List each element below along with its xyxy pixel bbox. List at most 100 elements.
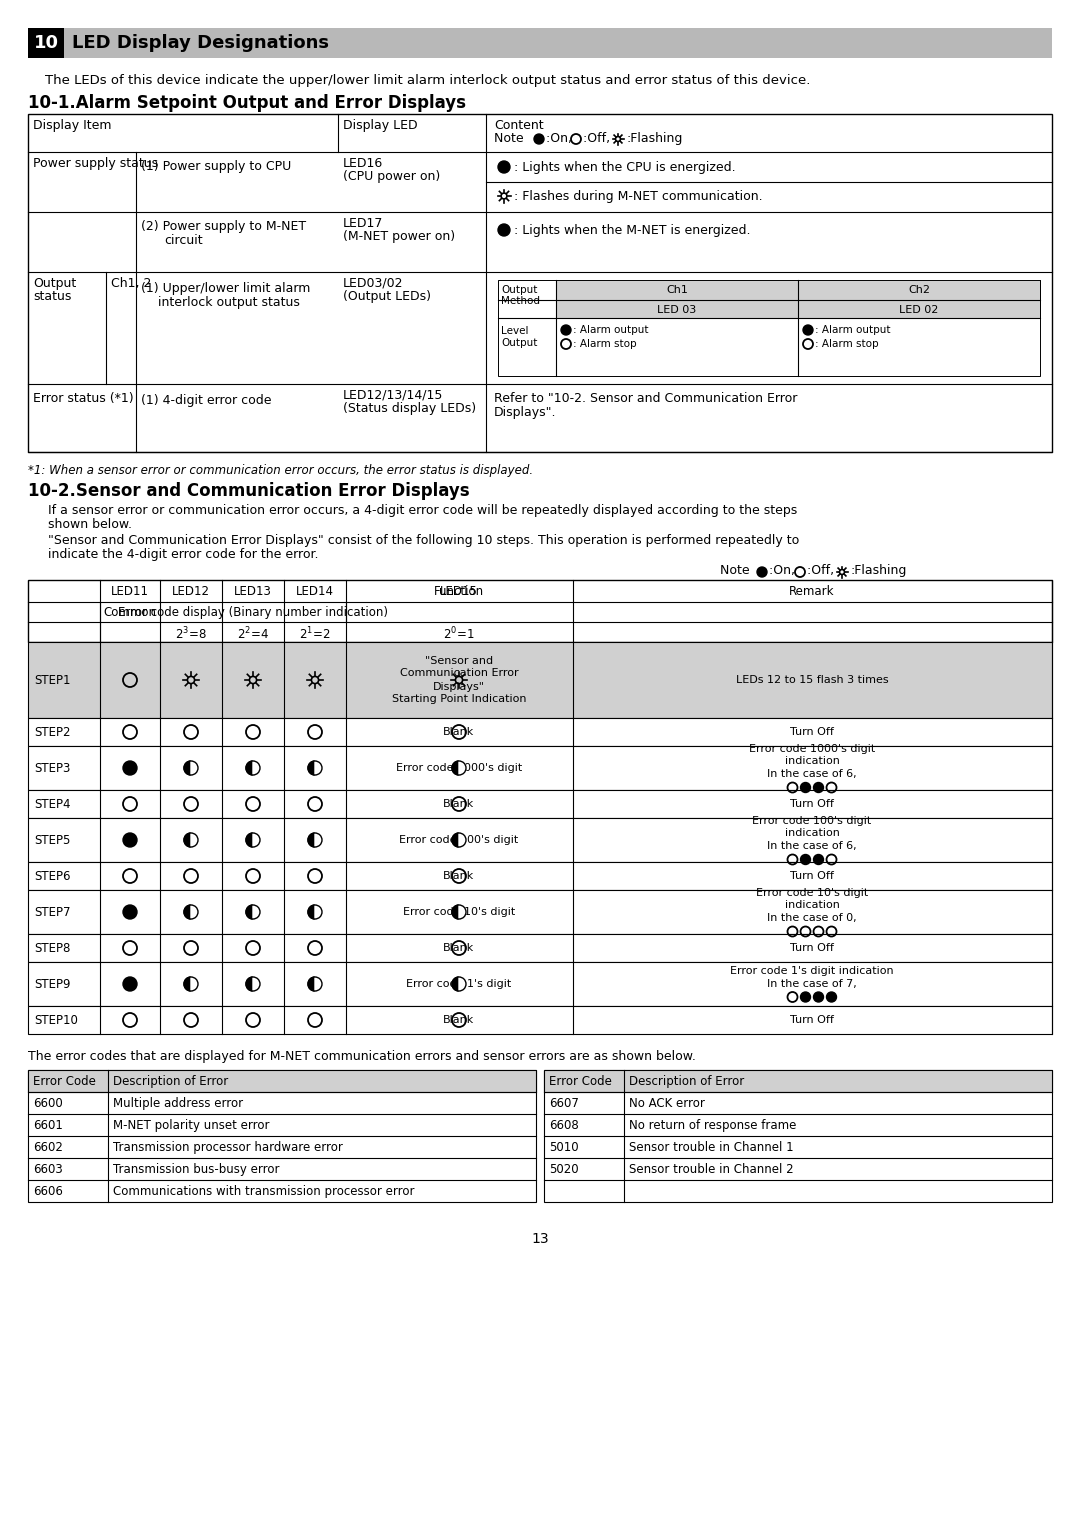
Polygon shape <box>191 761 198 775</box>
Circle shape <box>498 160 510 173</box>
Text: Output: Output <box>501 338 538 348</box>
Polygon shape <box>308 905 315 918</box>
Text: Transmission bus-busy error: Transmission bus-busy error <box>113 1163 280 1177</box>
Circle shape <box>800 854 810 865</box>
Bar <box>28 934 1052 963</box>
Text: LED12/13/14/15: LED12/13/14/15 <box>343 390 444 402</box>
Text: Note: Note <box>494 131 528 145</box>
Polygon shape <box>453 761 459 775</box>
Text: Transmission processor hardware error: Transmission processor hardware error <box>113 1141 342 1154</box>
Text: STEP6: STEP6 <box>33 869 70 883</box>
Text: STEP10: STEP10 <box>33 1013 78 1027</box>
Text: In the case of 6,: In the case of 6, <box>767 842 856 851</box>
Polygon shape <box>191 976 198 992</box>
Polygon shape <box>184 976 191 992</box>
Text: Output: Output <box>501 286 538 295</box>
Polygon shape <box>315 833 322 847</box>
Text: Display Item: Display Item <box>33 119 111 131</box>
Text: 5010: 5010 <box>549 1141 579 1154</box>
Bar <box>28 1070 536 1203</box>
Text: 6603: 6603 <box>33 1163 63 1177</box>
Polygon shape <box>459 976 465 992</box>
Circle shape <box>561 325 571 335</box>
Circle shape <box>813 782 824 793</box>
Text: Note: Note <box>720 564 754 578</box>
Text: :Flashing: :Flashing <box>850 564 906 578</box>
Text: STEP3: STEP3 <box>33 761 70 775</box>
Text: Level: Level <box>501 325 528 336</box>
Text: Error code 1000's digit: Error code 1000's digit <box>748 744 875 753</box>
Text: Description of Error: Description of Error <box>629 1076 744 1088</box>
Text: Turn Off: Turn Off <box>791 943 834 953</box>
Polygon shape <box>184 833 191 847</box>
Circle shape <box>800 782 810 793</box>
Bar <box>28 790 1052 817</box>
Text: :On,: :On, <box>546 131 580 145</box>
Circle shape <box>800 992 810 1002</box>
Polygon shape <box>184 905 191 918</box>
Circle shape <box>804 325 813 335</box>
Text: 13: 13 <box>531 1232 549 1245</box>
Text: : Lights when the CPU is energized.: : Lights when the CPU is energized. <box>514 160 735 174</box>
Bar <box>544 1070 1052 1203</box>
Text: STEP9: STEP9 <box>33 978 70 990</box>
Polygon shape <box>459 833 465 847</box>
Text: Method: Method <box>501 296 540 306</box>
Bar <box>28 28 1052 58</box>
Bar <box>544 1070 1052 1093</box>
Text: 6600: 6600 <box>33 1097 63 1109</box>
Text: Error Code: Error Code <box>549 1076 612 1088</box>
Polygon shape <box>246 905 253 918</box>
Circle shape <box>813 854 824 865</box>
Text: 5020: 5020 <box>549 1163 579 1177</box>
Text: No ACK error: No ACK error <box>629 1097 705 1109</box>
Text: 6602: 6602 <box>33 1141 63 1154</box>
Circle shape <box>123 833 137 847</box>
Text: Error status (*1): Error status (*1) <box>33 393 134 405</box>
Text: Blank: Blank <box>444 1015 474 1025</box>
Text: Ch1: Ch1 <box>666 286 688 295</box>
Text: 6601: 6601 <box>33 1118 63 1132</box>
Text: 10-1.Alarm Setpoint Output and Error Displays: 10-1.Alarm Setpoint Output and Error Dis… <box>28 95 465 112</box>
Text: LED15: LED15 <box>440 585 478 597</box>
Text: indication: indication <box>784 900 839 911</box>
Polygon shape <box>191 833 198 847</box>
Text: Turn Off: Turn Off <box>791 799 834 808</box>
Text: Error code 1's digit: Error code 1's digit <box>406 979 512 989</box>
Text: indication: indication <box>784 756 839 767</box>
Text: Error code 10's digit: Error code 10's digit <box>403 908 515 917</box>
Text: Blank: Blank <box>444 871 474 882</box>
Text: STEP4: STEP4 <box>33 798 70 810</box>
Text: STEP1: STEP1 <box>33 674 70 686</box>
Text: Displays".: Displays". <box>494 406 556 419</box>
Text: : Alarm output: : Alarm output <box>815 325 891 335</box>
Polygon shape <box>308 761 315 775</box>
Text: :Flashing: :Flashing <box>626 131 683 145</box>
Text: (1) 4-digit error code: (1) 4-digit error code <box>141 394 271 406</box>
Bar <box>28 1005 1052 1034</box>
Text: circuit: circuit <box>164 234 203 248</box>
Bar <box>28 718 1052 746</box>
Text: Output: Output <box>33 277 77 290</box>
Text: STEP8: STEP8 <box>33 941 70 955</box>
Text: In the case of 0,: In the case of 0, <box>767 914 856 923</box>
Polygon shape <box>253 976 260 992</box>
Polygon shape <box>453 905 459 918</box>
Bar <box>28 889 1052 934</box>
Polygon shape <box>308 976 315 992</box>
Polygon shape <box>253 833 260 847</box>
Circle shape <box>826 992 837 1002</box>
Text: interlock output status: interlock output status <box>158 296 300 309</box>
Circle shape <box>534 134 544 144</box>
Text: LED17: LED17 <box>343 217 383 231</box>
Text: "Sensor and: "Sensor and <box>424 656 494 666</box>
Bar <box>28 746 1052 790</box>
Text: Error code 1000's digit: Error code 1000's digit <box>396 762 522 773</box>
Text: (Output LEDs): (Output LEDs) <box>343 290 431 303</box>
Circle shape <box>498 225 510 235</box>
Text: indication: indication <box>784 828 839 839</box>
Bar <box>28 28 64 58</box>
Text: The error codes that are displayed for M-NET communication errors and sensor err: The error codes that are displayed for M… <box>28 1050 696 1063</box>
Bar <box>28 817 1052 862</box>
Text: If a sensor error or communication error occurs, a 4-digit error code will be re: If a sensor error or communication error… <box>48 504 797 516</box>
